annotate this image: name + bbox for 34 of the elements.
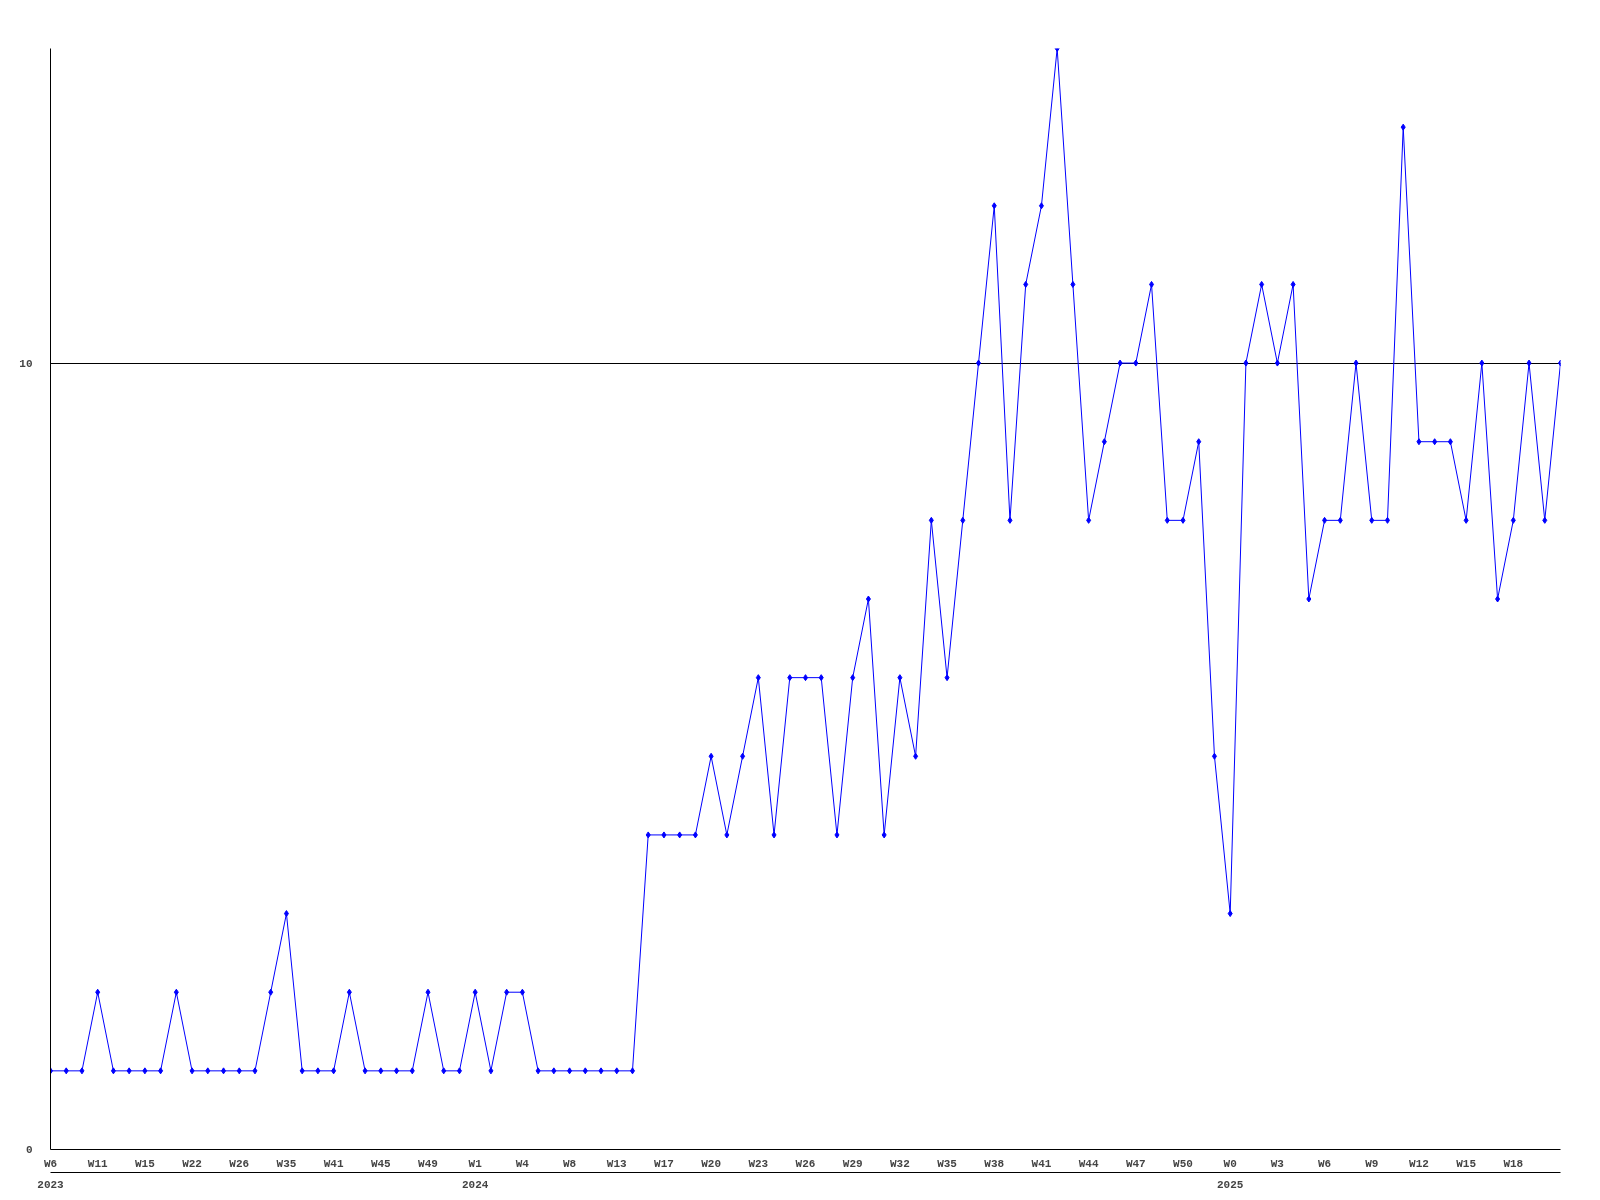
x-tick-label: W49 — [418, 1157, 438, 1170]
category-label: W6 2023 — [37, 1157, 64, 1191]
x-tick-label: W23 — [748, 1157, 769, 1170]
x-tick-label: W17 — [654, 1157, 674, 1170]
x-tick-label: W41 — [323, 1157, 344, 1170]
y-tick-label: 10 — [19, 357, 33, 370]
x-tick-label: W11 — [87, 1157, 108, 1170]
x-tick-label: W29 — [842, 1157, 863, 1170]
x-tick-label: W26 — [795, 1157, 816, 1170]
x-tick-label: W12 — [1409, 1157, 1429, 1170]
x-tick-label: W3 — [1270, 1157, 1285, 1170]
x-tick-label: W35 — [937, 1157, 958, 1170]
x-tick-label: W44 — [1078, 1157, 1099, 1170]
x-tick-label: W18 — [1503, 1157, 1524, 1170]
x-tick-label: W32 — [889, 1157, 910, 1170]
x-tick-label: W15 — [134, 1157, 156, 1170]
x-tick-label: W35 — [276, 1157, 297, 1170]
x-tick-label: W50 — [1173, 1157, 1193, 1170]
x-tick-label: W8 — [562, 1157, 577, 1170]
x-tick-label: W13 — [606, 1157, 628, 1170]
x-tick-label: W38 — [984, 1157, 1005, 1170]
x-tick-label: W45 — [370, 1157, 392, 1170]
x-tick-label: W15 — [1456, 1157, 1477, 1170]
x-tick-label: W41 — [1031, 1157, 1052, 1170]
x-tick-label: W4 — [515, 1157, 530, 1170]
y-tick-label: 0 — [25, 1144, 33, 1156]
x-tick-label: W47 — [1125, 1157, 1146, 1170]
x-tick-label: W9 — [1365, 1157, 1379, 1170]
x-tick-label: W22 — [182, 1157, 202, 1170]
category-label: W0 2025 — [1216, 1157, 1244, 1191]
category-label: W1 2024 — [461, 1157, 489, 1191]
x-tick-label: W20 — [701, 1157, 722, 1170]
x-tick-label: W6 — [1317, 1157, 1332, 1170]
x-tick-label: W26 — [229, 1157, 250, 1170]
